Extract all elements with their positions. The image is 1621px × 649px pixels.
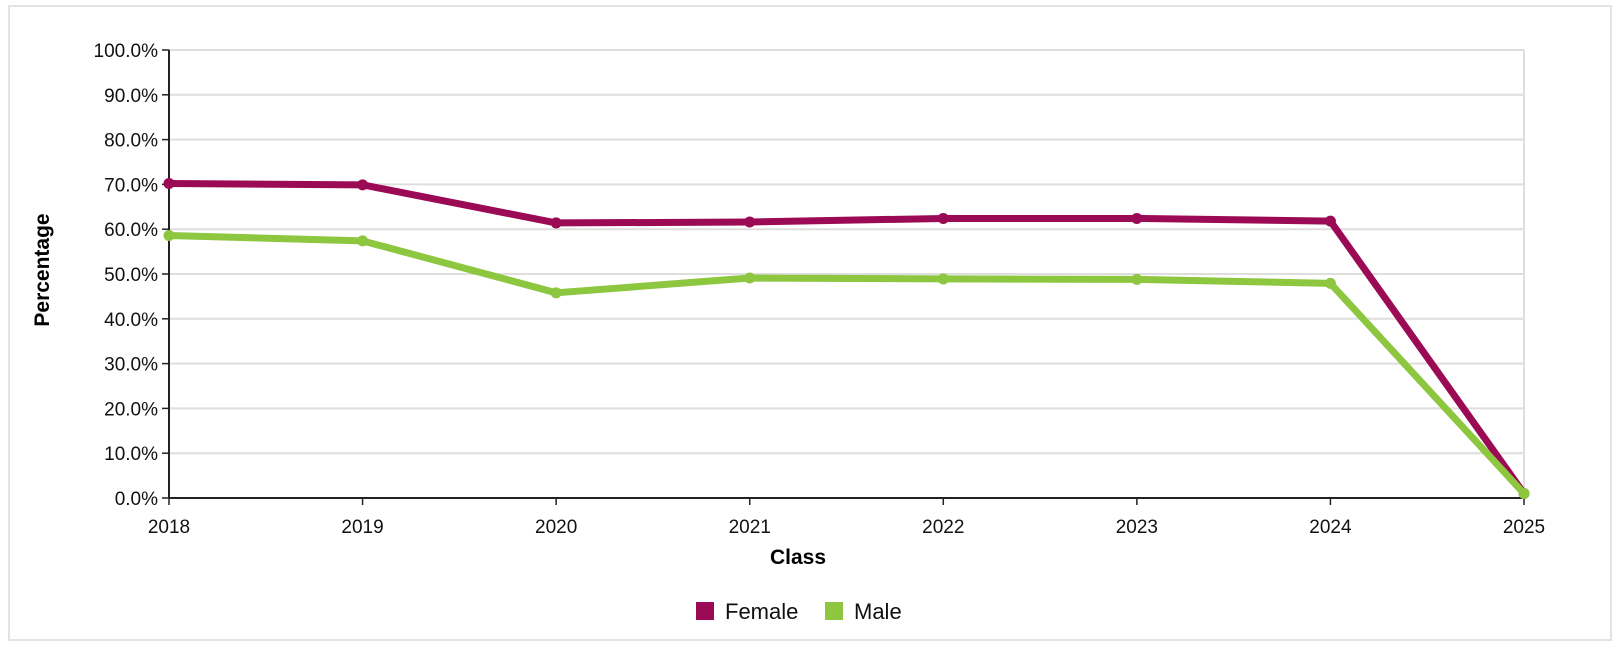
x-tick-label: 2020 (535, 517, 577, 538)
series-line-female (165, 180, 1528, 498)
data-point-male (163, 229, 175, 241)
legend-swatch-female (696, 602, 714, 620)
x-tick-label: 2021 (729, 517, 771, 538)
data-point-female (1324, 215, 1336, 227)
x-tick-label: 2024 (1309, 517, 1352, 538)
data-point-female (357, 179, 369, 191)
y-tick-label: 40.0% (104, 310, 158, 331)
x-axis-title: Class (770, 546, 826, 569)
y-axis-title: Percentage (31, 213, 54, 326)
y-tick-label: 0.0% (115, 489, 158, 510)
y-tick-label: 30.0% (104, 355, 158, 376)
y-tick-label: 10.0% (104, 444, 158, 465)
data-point-female (937, 212, 949, 224)
y-tick-label: 20.0% (104, 399, 158, 420)
data-point-female (163, 178, 175, 190)
y-tick-label: 80.0% (104, 131, 158, 152)
legend-label-female: Female (725, 599, 798, 624)
data-point-female (1131, 212, 1143, 224)
legend-swatch-male (825, 602, 843, 620)
data-point-male (1324, 277, 1336, 289)
y-tick-label: 90.0% (104, 86, 158, 107)
series-line-male (165, 231, 1528, 498)
y-axis-ticks: 0.0% 10.0% 20.0% 30.0% 40.0% 50.0% 60.0% 70.0% 8… (94, 41, 169, 510)
legend-label-male: Male (854, 599, 902, 624)
gridlines (169, 49, 1525, 498)
x-tick-label: 2023 (1116, 517, 1158, 538)
x-tick-label: 2018 (148, 517, 190, 538)
chart-frame (8, 5, 1612, 641)
y-tick-label: 50.0% (104, 265, 158, 286)
data-point-male (550, 287, 562, 299)
legend: Female Male (696, 599, 902, 624)
data-point-female (550, 217, 562, 229)
data-point-male (937, 273, 949, 285)
data-point-male (1131, 273, 1143, 285)
y-tick-label: 100.0% (94, 41, 159, 62)
data-point-female (744, 216, 756, 228)
y-tick-label: 70.0% (104, 175, 158, 196)
data-point-male (744, 272, 756, 284)
data-point-male (1518, 488, 1530, 500)
data-point-male (357, 235, 369, 247)
x-tick-label: 2025 (1503, 517, 1545, 538)
x-tick-label: 2022 (922, 517, 964, 538)
x-tick-label: 2019 (341, 517, 383, 538)
y-tick-label: 60.0% (104, 220, 158, 241)
series-layer (163, 178, 1530, 500)
x-axis-ticks: 2018 2019 2020 2021 2022 2023 2024 2025 (148, 498, 1545, 538)
